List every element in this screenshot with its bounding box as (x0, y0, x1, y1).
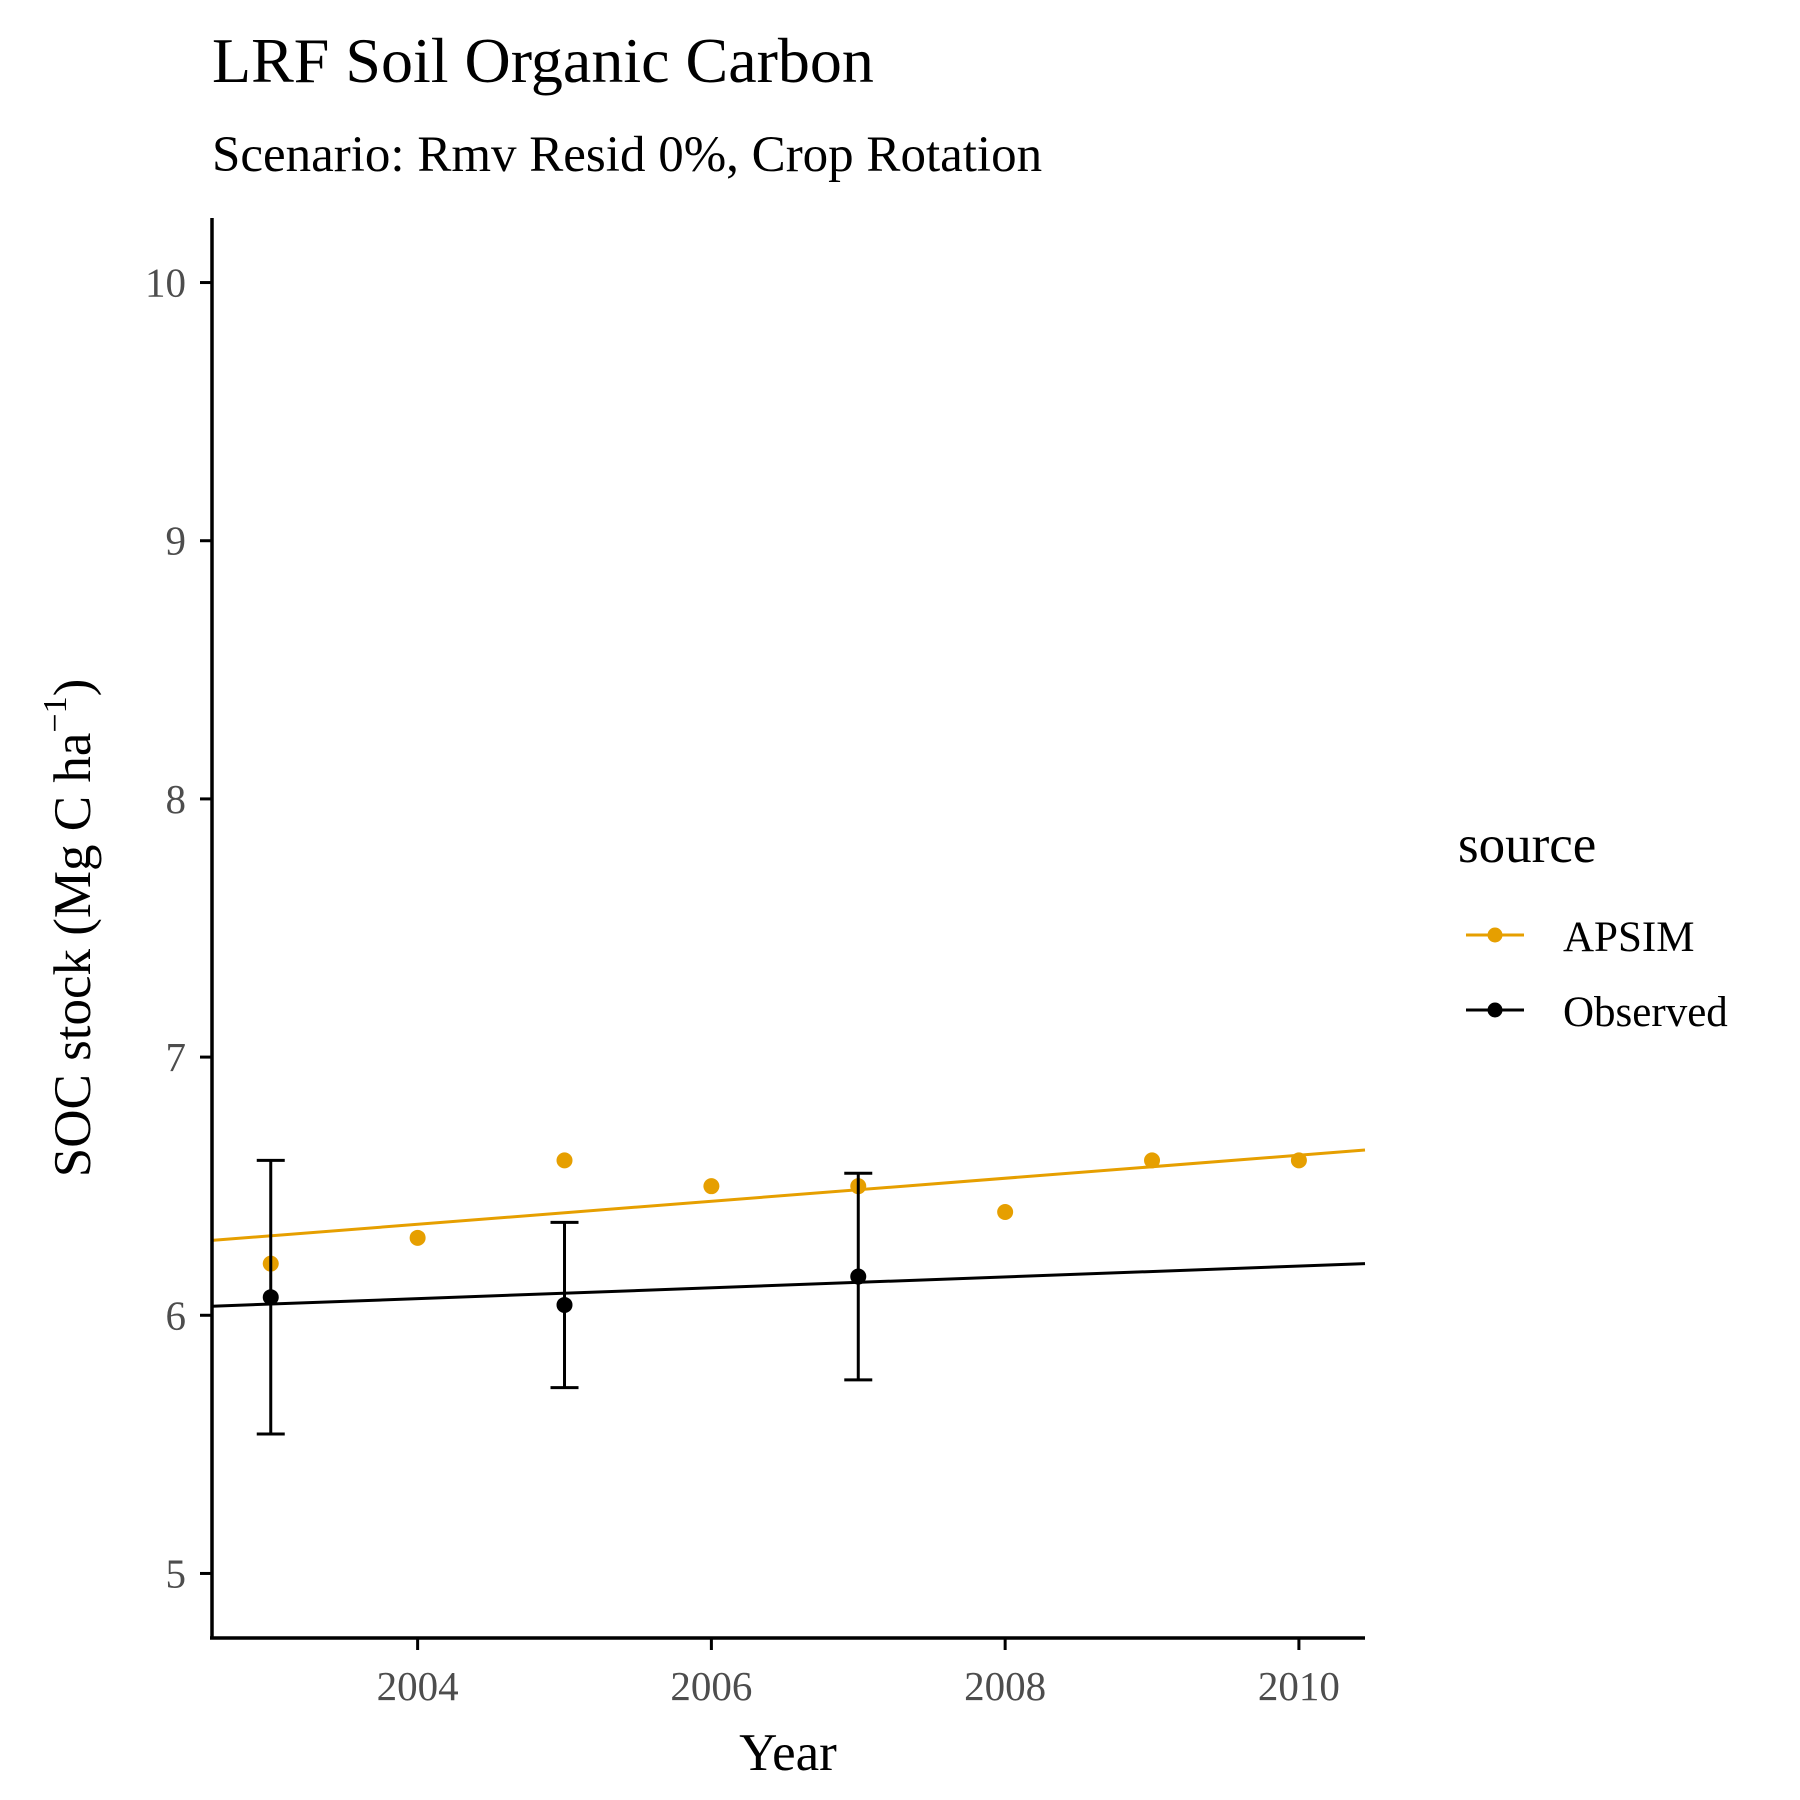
x-axis-ticks: 2004 2006 2008 2010 (377, 1638, 1340, 1709)
data-point-observed (556, 1296, 573, 1313)
data-point-observed (850, 1268, 867, 1285)
legend-key-point-observed (1487, 1002, 1503, 1018)
y-axis-title-superscript: −1 (37, 696, 74, 732)
plot-area (211, 1148, 1366, 1436)
legend-item-observed: Observed (1466, 989, 1728, 1036)
legend-label-observed: Observed (1563, 989, 1728, 1036)
x-axis-title: Year (739, 1724, 837, 1782)
trend-line-apsim (211, 1148, 1366, 1242)
y-axis-title: SOC stock (Mg C ha−1) (37, 679, 102, 1177)
y-tick-label: 7 (166, 1034, 187, 1080)
legend-title: source (1458, 816, 1596, 874)
y-tick-label: 10 (145, 260, 186, 306)
data-point-apsim (703, 1178, 720, 1195)
legend: source APSIM Observed (1458, 816, 1728, 1036)
y-axis-title-close: ) (44, 679, 102, 697)
x-tick-label: 2010 (1258, 1663, 1340, 1709)
y-tick-label: 9 (166, 518, 187, 564)
data-point-apsim (409, 1229, 426, 1246)
x-tick-label: 2006 (670, 1663, 752, 1709)
chart-subtitle: Scenario: Rmv Resid 0%, Crop Rotation (212, 127, 1042, 183)
trend-line-observed (211, 1262, 1366, 1308)
legend-key-point-apsim (1487, 927, 1503, 943)
y-tick-label: 6 (166, 1292, 187, 1338)
data-point-apsim (556, 1152, 573, 1169)
data-point-apsim (997, 1204, 1014, 1220)
y-tick-label: 5 (166, 1550, 187, 1596)
y-axis-ticks: 5 6 7 8 9 10 (145, 260, 212, 1596)
data-point-apsim (1144, 1152, 1161, 1169)
legend-label-apsim: APSIM (1563, 914, 1694, 961)
legend-item-apsim: APSIM (1466, 914, 1694, 961)
y-axis-title-main: SOC stock (Mg C ha (44, 733, 102, 1178)
chart-title: LRF Soil Organic Carbon (212, 25, 874, 96)
y-tick-label: 8 (166, 776, 187, 822)
data-point-apsim (1290, 1152, 1307, 1169)
x-tick-label: 2008 (964, 1663, 1046, 1709)
x-tick-label: 2004 (377, 1663, 459, 1709)
data-point-observed (262, 1289, 279, 1306)
